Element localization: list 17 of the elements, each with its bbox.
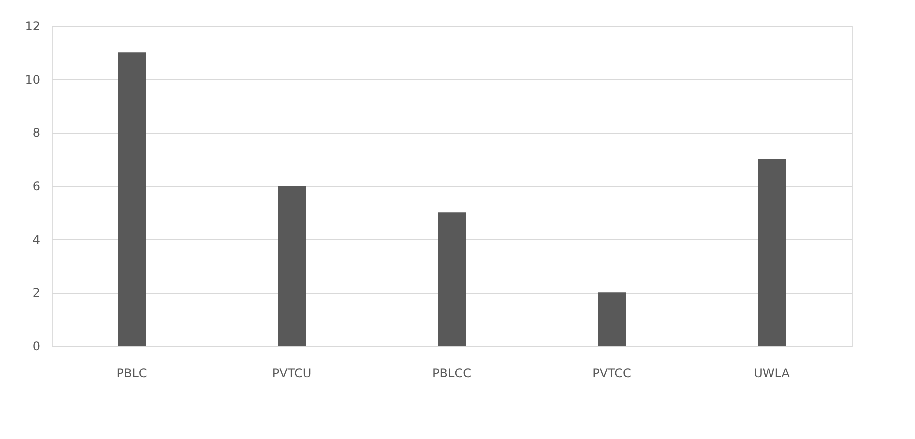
y-tick-label: 2 bbox=[32, 286, 40, 300]
y-tick-label: 0 bbox=[32, 340, 40, 354]
x-tick-label: PBLC bbox=[116, 366, 148, 380]
bar bbox=[438, 212, 466, 346]
x-tick-label: PVTCU bbox=[272, 366, 312, 380]
y-tick-label: 4 bbox=[32, 232, 40, 247]
x-tick-label: PBLCC bbox=[432, 366, 472, 380]
bar bbox=[598, 292, 626, 346]
y-tick-label: 6 bbox=[32, 180, 40, 194]
x-tick-label: PVTCC bbox=[592, 366, 632, 380]
x-tick-label: UWLA bbox=[754, 366, 791, 380]
bar bbox=[118, 52, 146, 346]
y-tick-label: 8 bbox=[32, 126, 40, 140]
bar bbox=[758, 159, 786, 346]
y-tick-label: 12 bbox=[25, 20, 40, 34]
bar bbox=[278, 186, 306, 346]
y-tick-label: 10 bbox=[25, 72, 40, 87]
